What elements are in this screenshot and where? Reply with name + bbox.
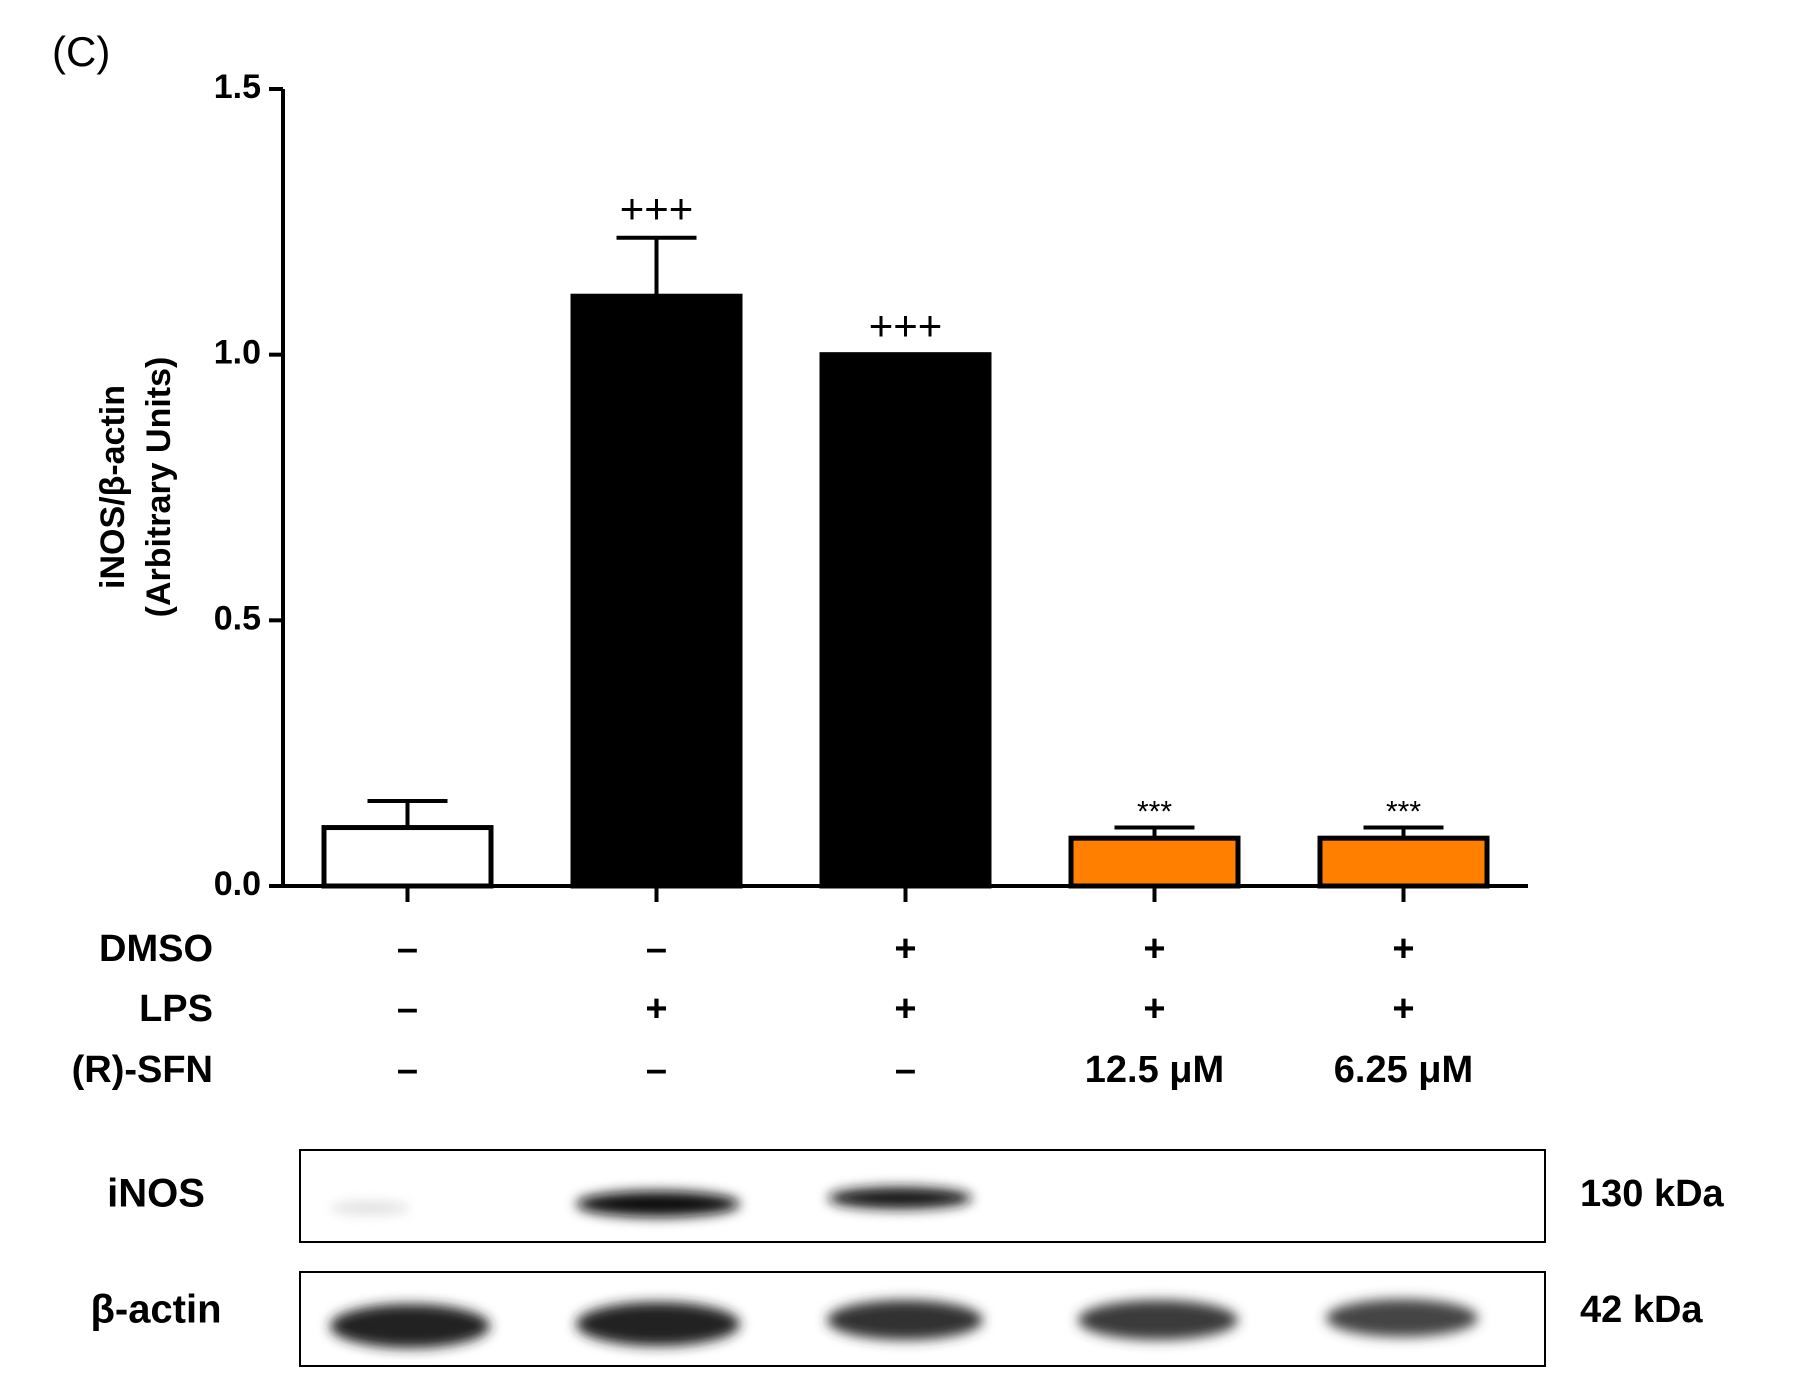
y-label: iNOS/β-actin xyxy=(94,385,132,589)
significance-label: *** xyxy=(1137,795,1172,828)
treatment-cell: + xyxy=(1392,988,1414,1030)
treatment-cell: 12.5 μM xyxy=(1085,1049,1224,1091)
blot-bands xyxy=(330,1187,1478,1348)
treatment-cell: – xyxy=(397,928,418,970)
treatment-cell: + xyxy=(645,988,667,1030)
treatment-label: (R)-SFN xyxy=(72,1049,213,1091)
blot-size: 42 kDa xyxy=(1580,1289,1703,1331)
treatment-cell: – xyxy=(646,1049,667,1091)
treatment-cell: + xyxy=(894,928,916,970)
panel-label: (C) xyxy=(52,28,110,75)
significance-label: +++ xyxy=(620,185,694,232)
y-tick-label: 0.0 xyxy=(214,865,261,903)
treatment-cell: + xyxy=(1143,928,1165,970)
y-label-line: (Arbitrary Units) xyxy=(140,357,178,618)
y-tick-label: 1.5 xyxy=(214,68,261,106)
significance-label: *** xyxy=(1386,795,1421,828)
blot-label: iNOS xyxy=(107,1172,205,1216)
treatment-cell: – xyxy=(895,1049,916,1091)
treatment-cell: + xyxy=(894,988,916,1030)
blot-label: β-actin xyxy=(90,1288,221,1332)
blot-size: 130 kDa xyxy=(1580,1173,1725,1215)
treatment-cell: – xyxy=(397,988,418,1030)
y-tick-label: 1.0 xyxy=(214,334,261,372)
bar xyxy=(1068,835,1241,889)
significance-label: +++ xyxy=(869,302,943,349)
treatment-label: DMSO xyxy=(99,928,213,970)
bar xyxy=(819,352,992,889)
treatment-cell: + xyxy=(1392,928,1414,970)
treatment-cell: 6.25 μM xyxy=(1334,1049,1473,1091)
y-tick-label: 0.5 xyxy=(214,599,261,637)
treatment-label: LPS xyxy=(139,988,213,1030)
bar xyxy=(321,825,494,889)
treatment-cell: – xyxy=(646,928,667,970)
treatment-cell: – xyxy=(397,1049,418,1091)
bar xyxy=(1317,835,1490,889)
bar xyxy=(570,293,743,889)
y-label: (Arbitrary Units) xyxy=(140,357,178,618)
treatment-cell: + xyxy=(1143,988,1165,1030)
y-label-line: iNOS/β-actin xyxy=(94,385,132,589)
